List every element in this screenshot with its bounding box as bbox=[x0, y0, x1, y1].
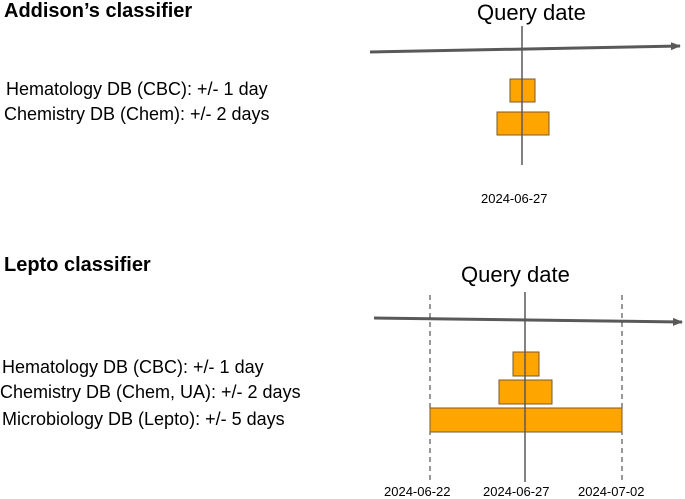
addison-window-chemistry bbox=[496, 111, 550, 136]
lepto-window-hematology bbox=[512, 351, 540, 377]
addison-title: Addison’s classifier bbox=[4, 0, 193, 22]
lepto-date-start: 2024-06-22 bbox=[384, 484, 451, 499]
lepto-date-end: 2024-07-02 bbox=[578, 484, 645, 499]
lepto-title: Lepto classifier bbox=[4, 254, 151, 276]
addison-query-date: 2024-06-27 bbox=[481, 191, 548, 206]
lepto-query-date-label: Query date bbox=[461, 262, 570, 287]
addison-rule-chemistry: Chemistry DB (Chem): +/- 2 days bbox=[4, 104, 270, 124]
addison-timeline-arrow bbox=[369, 42, 681, 54]
addison-rule-hematology: Hematology DB (CBC): +/- 1 day bbox=[6, 79, 268, 99]
lepto-timeline-arrow bbox=[373, 316, 683, 326]
lepto-date-query: 2024-06-27 bbox=[483, 484, 550, 499]
lepto-rule-microbiology: Microbiology DB (Lepto): +/- 5 days bbox=[2, 409, 285, 429]
addison-query-date-label: Query date bbox=[477, 0, 586, 25]
lepto-rule-hematology: Hematology DB (CBC): +/- 1 day bbox=[2, 357, 264, 377]
lepto-rule-chemistry: Chemistry DB (Chem, UA): +/- 2 days bbox=[0, 382, 301, 402]
lepto-window-microbiology bbox=[429, 407, 623, 433]
